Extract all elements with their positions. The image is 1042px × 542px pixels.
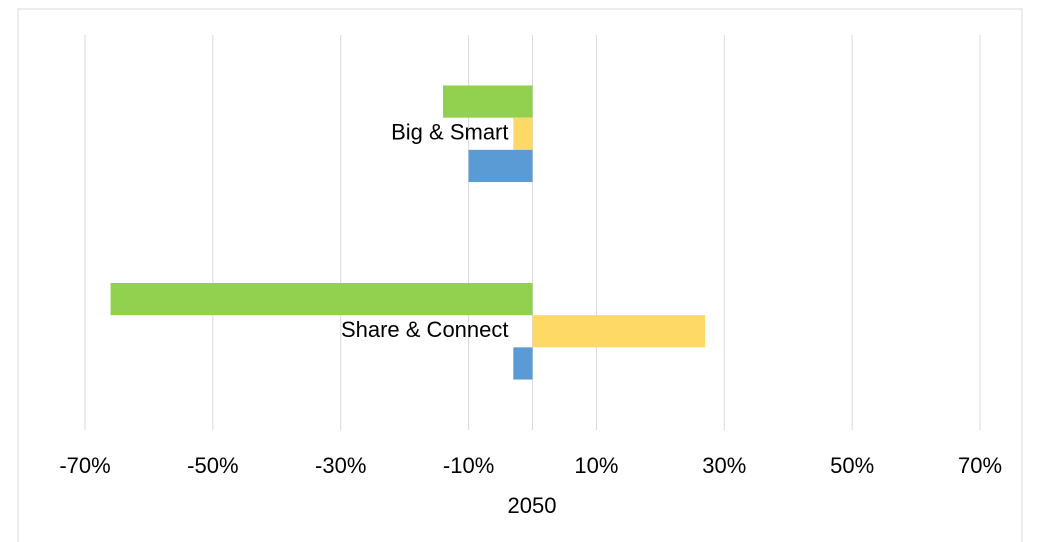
- category-label: Share & Connect: [341, 317, 509, 342]
- x-tick-label: -30%: [315, 453, 366, 478]
- bar: [443, 85, 533, 118]
- bar: [532, 315, 706, 348]
- bar: [513, 347, 533, 380]
- x-tick-label: 50%: [830, 453, 874, 478]
- x-tick-label: -10%: [443, 453, 494, 478]
- bar: [110, 282, 533, 316]
- x-tick-label: 70%: [958, 453, 1002, 478]
- x-tick-label: -70%: [59, 453, 110, 478]
- bar: [468, 149, 533, 183]
- x-tick-label: 10%: [574, 453, 618, 478]
- x-axis-label: 2050: [508, 493, 557, 518]
- bar: [513, 117, 533, 150]
- x-tick-label: 30%: [702, 453, 746, 478]
- x-tick-label: -50%: [187, 453, 238, 478]
- category-label: Big & Smart: [391, 120, 508, 145]
